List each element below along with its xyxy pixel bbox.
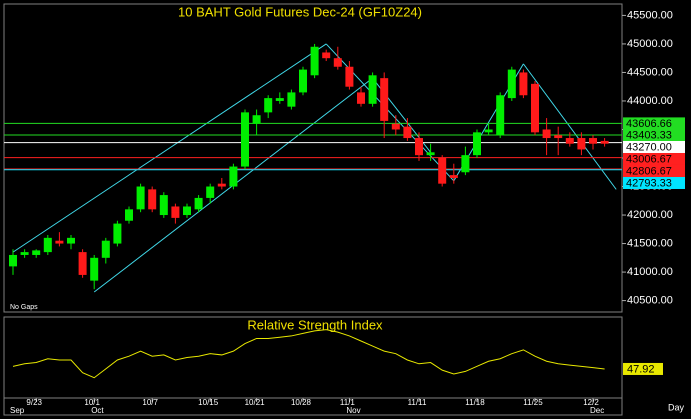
candle-body (322, 52, 331, 59)
x-tick-label: 11/18 (465, 398, 485, 407)
candle-body (43, 237, 52, 253)
level-label-box (623, 128, 685, 141)
candle-body (217, 183, 226, 187)
candle-body (507, 69, 516, 99)
candle-body (403, 126, 412, 139)
x-tick-label: 11/11 (408, 398, 427, 407)
level-label: 42806.67 (626, 165, 672, 177)
x-unit-label: Day (668, 402, 685, 412)
candle-body (252, 115, 261, 124)
candle-body (461, 155, 470, 173)
candle-body (299, 69, 307, 93)
level-label-box (623, 164, 685, 177)
x-tick-label: 11/1 (340, 398, 356, 407)
level-label-box (623, 117, 685, 130)
x-tick-label: 10/21 (245, 398, 266, 407)
candle-body (9, 254, 17, 267)
y-tick-label: 44500.00 (627, 66, 673, 78)
candle-body (438, 158, 447, 184)
y-tick-label: 40500.00 (627, 294, 673, 306)
candle-body (159, 195, 168, 216)
candle-body (20, 252, 29, 255)
rsi-title: Relative Strength Index (247, 317, 383, 332)
candle-body (310, 46, 319, 76)
x-tick-label: 12/2 (583, 398, 599, 407)
candle-body (519, 72, 528, 96)
candle-body (449, 175, 458, 178)
candle-body (554, 135, 563, 139)
candle-body (589, 138, 597, 144)
x-tick-label: 10/7 (142, 398, 158, 407)
candle-body (484, 129, 493, 133)
candle-body (101, 240, 110, 258)
date-axis (3, 397, 623, 416)
candle-body (55, 240, 64, 244)
candle-body (415, 138, 423, 156)
candle-body (496, 95, 505, 136)
y-tick-label: 44000.00 (627, 95, 673, 107)
candle-body (333, 58, 342, 67)
candle-body (113, 223, 122, 244)
candle-body (345, 66, 354, 87)
candle-body (183, 206, 191, 216)
level-label: 43006.67 (626, 153, 672, 165)
candle-body (380, 78, 389, 121)
level-label: 43270.00 (626, 141, 672, 153)
candle-body (171, 206, 180, 218)
candle-body (426, 152, 435, 156)
level-label-box (623, 140, 685, 153)
x-tick-label: 9/23 (26, 398, 42, 407)
candle-body (78, 252, 87, 275)
candle-body (600, 140, 609, 144)
candle-body (229, 166, 238, 187)
candle-body (241, 112, 249, 167)
y-tick-label: 41000.00 (627, 266, 673, 278)
chart-title: 10 BAHT Gold Futures Dec-24 (GF10Z24) (178, 4, 422, 19)
y-tick-label: 45000.00 (627, 38, 673, 50)
candle-body (206, 186, 215, 198)
level-label: 43606.66 (626, 118, 672, 130)
candle-body (32, 250, 41, 255)
y-tick-label: 41500.00 (627, 237, 673, 249)
rsi-line (12, 329, 605, 379)
candle-body (67, 237, 75, 244)
level-label-box (623, 176, 685, 189)
note: No Gaps (10, 304, 38, 311)
month-label: Sep (10, 406, 25, 415)
candle-body (473, 132, 481, 156)
candle-body (275, 98, 284, 101)
candle-body (287, 92, 296, 107)
candle-body (542, 129, 551, 139)
x-tick-label: 10/1 (84, 398, 100, 407)
candle-body (136, 186, 145, 210)
candle-body (90, 257, 99, 281)
x-tick-label: 11/25 (523, 398, 543, 407)
level-label-box (623, 152, 685, 165)
trendline (12, 43, 327, 253)
month-label: Oct (91, 406, 104, 415)
rsi-label-box (623, 362, 663, 375)
candle-body (577, 138, 586, 150)
candle-body (125, 209, 133, 221)
x-tick-label: 10/15 (198, 398, 219, 407)
rsi-value-label: 47.92 (627, 363, 655, 375)
y-tick-label: 42000.00 (627, 209, 673, 221)
candle-body (565, 138, 574, 144)
candle-body (148, 189, 157, 210)
month-label: Nov (346, 406, 360, 415)
candle-body (368, 75, 377, 104)
candle-body (264, 98, 273, 113)
level-label: 43403.33 (626, 129, 672, 141)
x-tick-label: 10/28 (291, 398, 312, 407)
candle-body (531, 83, 539, 133)
candle-body (194, 197, 203, 210)
candle-body (391, 123, 400, 130)
month-label: Dec (590, 406, 604, 415)
level-label: 42793.33 (626, 177, 672, 189)
candle-body (357, 92, 365, 104)
y-tick-label: 45500.00 (627, 9, 673, 21)
